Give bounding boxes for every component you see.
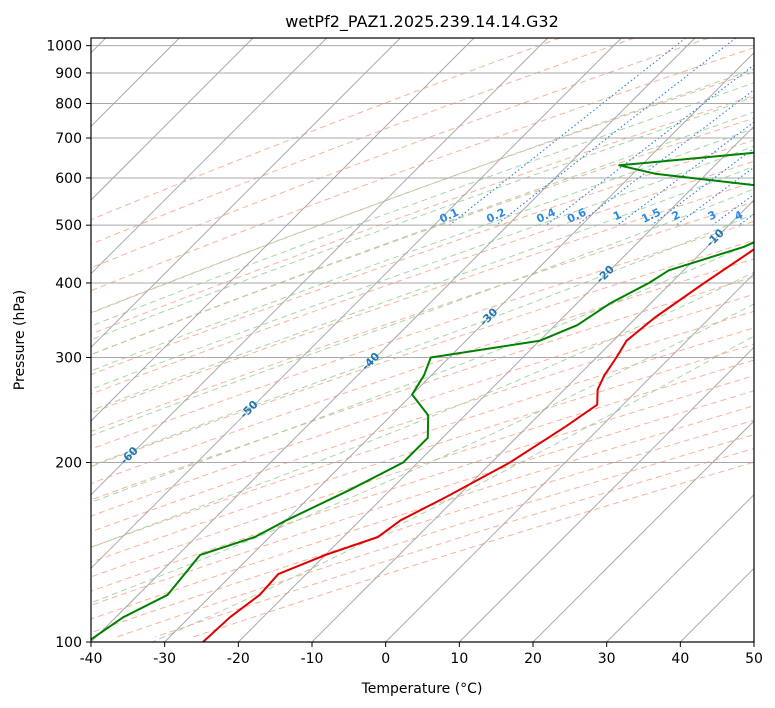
- moist-adiabat: [91, 96, 754, 341]
- dry-adiabat: [91, 293, 754, 517]
- dry-adiabat: [91, 47, 754, 292]
- y-tick-label: 300: [55, 350, 82, 366]
- profile-series: [91, 151, 754, 642]
- axis-ticks: -40 -30 -20 -10 0 10 20 30 40 50 100 200 300 400 500 60…: [46, 39, 763, 667]
- dry-adiabat: [91, 220, 754, 450]
- isotherm: [91, 38, 696, 642]
- chart-title: wetPf2_PAZ1.2025.239.14.14.G32: [285, 12, 559, 32]
- moist-adiabat: [91, 213, 754, 467]
- mixing-ratio-line: [449, 38, 686, 226]
- moist-adiabat: [91, 271, 754, 548]
- temperature-profile: [202, 248, 754, 642]
- isotherm: [91, 38, 401, 349]
- y-tick-label: 100: [55, 635, 82, 651]
- x-tick-label: -30: [153, 651, 176, 667]
- dry-adiabat: [91, 239, 754, 468]
- x-tick-label: 0: [381, 651, 390, 667]
- isotherm: [91, 38, 622, 570]
- moist-adiabat: [91, 303, 754, 604]
- moist-adiabat: [91, 68, 754, 314]
- y-tick-label: 200: [55, 455, 82, 471]
- isotherm: [91, 38, 475, 422]
- y-tick-label: 1000: [46, 39, 82, 55]
- dry-adiabat: [91, 327, 754, 548]
- y-tick-label: 600: [55, 171, 82, 187]
- x-tick-label: -10: [301, 651, 324, 667]
- y-tick-label: 500: [55, 218, 82, 234]
- x-tick-label: -20: [227, 651, 250, 667]
- y-axis-label: Pressure (hPa): [12, 290, 28, 390]
- dry-adiabat: [91, 375, 754, 592]
- dry-adiabat: [91, 343, 754, 563]
- moist-adiabat: [91, 111, 754, 356]
- mixing-ratio-line: [495, 38, 736, 226]
- moist-adiabat: [91, 145, 754, 390]
- y-tick-label: 700: [55, 131, 82, 147]
- isotherm: [91, 38, 254, 201]
- x-tick-label: 40: [671, 651, 689, 667]
- x-tick-label: 20: [524, 651, 542, 667]
- dry-adiabat: [91, 38, 635, 245]
- moist-adiabat: [91, 188, 754, 437]
- x-tick-label: -40: [80, 651, 103, 667]
- x-axis-label: Temperature (°C): [361, 681, 483, 697]
- x-tick-label: 30: [598, 651, 616, 667]
- dewpoint-profile: [91, 151, 754, 641]
- dry-adiabat: [91, 390, 754, 606]
- y-tick-label: 800: [55, 96, 82, 112]
- dry-adiabat: [91, 38, 561, 221]
- isotherm: [458, 346, 754, 642]
- isotherm: [164, 51, 754, 642]
- moist-adiabat: [152, 335, 754, 642]
- isotherm: [606, 493, 754, 642]
- moist-adiabat: [91, 127, 754, 372]
- dry-adiabat: [91, 160, 754, 395]
- dry-adiabat: [91, 38, 709, 269]
- isotherm: [385, 272, 754, 642]
- x-tick-label: 10: [450, 651, 468, 667]
- moist-adiabat: [91, 241, 754, 503]
- isotherm: [311, 199, 754, 642]
- plot-frame: [90, 37, 755, 643]
- isotherm: [532, 420, 754, 642]
- moist-adiabat: [91, 165, 754, 412]
- y-tick-label: 400: [55, 276, 82, 292]
- isotherm: [91, 38, 328, 275]
- x-tick-label: 50: [745, 651, 763, 667]
- y-tick-label: 900: [55, 66, 82, 82]
- dry-adiabat: [91, 276, 754, 501]
- mixing-ratio-line: [617, 121, 754, 226]
- isotherm: [91, 38, 549, 496]
- moist-adiabat: [91, 82, 754, 327]
- dry-adiabat: [91, 71, 754, 314]
